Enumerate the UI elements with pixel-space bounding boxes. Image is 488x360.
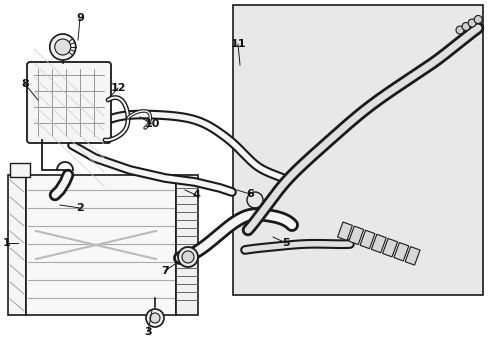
Bar (359, 230, 374, 249)
Circle shape (182, 251, 194, 263)
FancyBboxPatch shape (27, 62, 111, 143)
Circle shape (150, 313, 160, 323)
Bar (10, 163, 30, 177)
Bar (348, 226, 363, 244)
Bar (8, 175, 26, 315)
Text: 2: 2 (76, 203, 84, 213)
Bar (176, 175, 198, 315)
Text: 4: 4 (192, 190, 200, 200)
Circle shape (473, 15, 481, 23)
Text: 3: 3 (144, 327, 151, 337)
Text: 6: 6 (245, 189, 253, 199)
Text: 1: 1 (3, 238, 11, 248)
Bar (382, 238, 397, 257)
Text: 9: 9 (76, 13, 84, 23)
Circle shape (467, 19, 475, 27)
Circle shape (455, 26, 463, 34)
Bar (370, 234, 386, 253)
Circle shape (178, 247, 198, 267)
Circle shape (50, 34, 76, 60)
Text: 11: 11 (230, 39, 245, 49)
Circle shape (146, 309, 163, 327)
Bar (337, 222, 352, 240)
Text: 12: 12 (110, 83, 125, 93)
Text: 7: 7 (161, 266, 168, 276)
Text: 5: 5 (282, 238, 289, 248)
Bar (26, 175, 176, 315)
Circle shape (461, 22, 469, 31)
Circle shape (55, 39, 71, 55)
Text: 8: 8 (21, 79, 29, 89)
Text: 10: 10 (144, 119, 160, 129)
Bar (405, 247, 419, 265)
Bar (232, 5, 482, 295)
Bar (393, 243, 408, 261)
